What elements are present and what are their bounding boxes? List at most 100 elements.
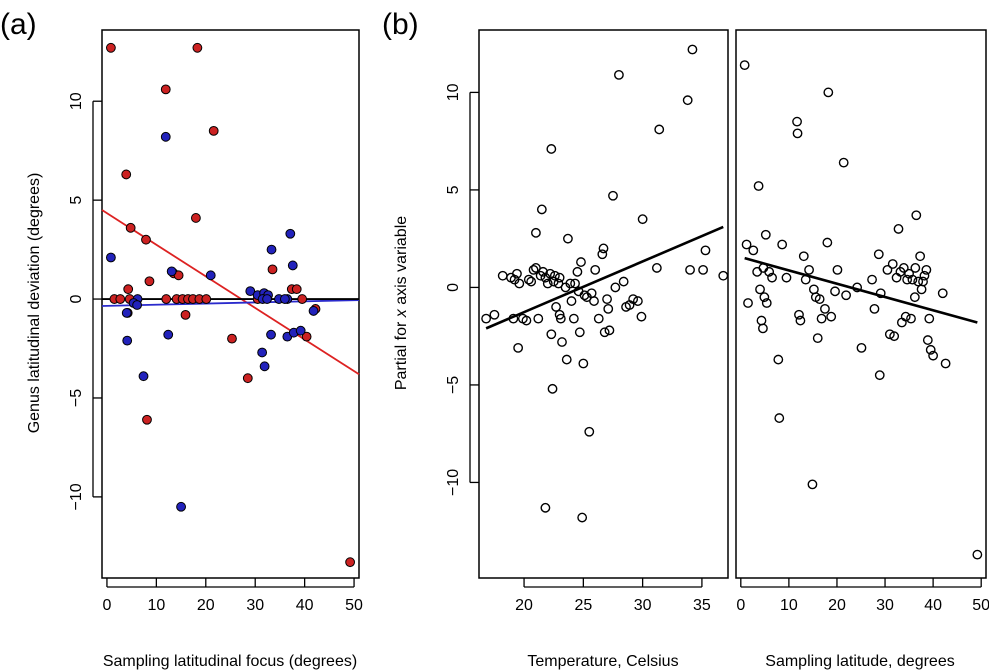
data-point-series-1-1 bbox=[105, 252, 116, 263]
x-tick-label: 20 bbox=[197, 597, 215, 614]
data-point-67 bbox=[918, 276, 928, 287]
data-point-75 bbox=[940, 358, 951, 369]
data-point-1 bbox=[741, 239, 752, 250]
data-point-40 bbox=[852, 282, 863, 293]
panel-b-temperature-x-axis-label: Temperature, Celsius bbox=[527, 653, 678, 670]
data-point-55 bbox=[599, 327, 610, 338]
data-point-21 bbox=[542, 278, 553, 289]
panel-a-x-axis-label: Sampling latitudinal focus (degrees) bbox=[103, 653, 357, 670]
panel-a-points bbox=[105, 42, 356, 568]
data-point-20 bbox=[792, 128, 803, 139]
data-point-12 bbox=[761, 298, 772, 308]
data-point-13 bbox=[528, 264, 539, 275]
data-point-26 bbox=[807, 479, 818, 490]
data-point-24 bbox=[546, 329, 557, 340]
data-point-61 bbox=[614, 69, 624, 80]
data-point-15 bbox=[531, 227, 541, 238]
y-tick-label: −10 bbox=[445, 469, 462, 496]
data-point-67 bbox=[636, 311, 647, 322]
data-point-52 bbox=[893, 224, 904, 234]
data-point-36 bbox=[563, 233, 573, 244]
data-point-42 bbox=[867, 274, 877, 285]
data-point-47 bbox=[882, 264, 893, 275]
data-point-22 bbox=[795, 315, 806, 326]
data-point-27 bbox=[549, 270, 560, 281]
panel-b-temperature-plot: 20 25 30 35 −10 −5 0 5 10 bbox=[445, 29, 729, 614]
data-point-series-1-30 bbox=[176, 501, 186, 512]
data-point-series-0-22 bbox=[180, 309, 191, 320]
data-point-69 bbox=[651, 263, 662, 273]
panel-a-frame bbox=[101, 29, 360, 579]
data-point-0 bbox=[739, 60, 750, 71]
data-point-18 bbox=[536, 204, 547, 215]
panel-a-regression-lines bbox=[101, 209, 360, 375]
regression-line-1 bbox=[101, 299, 360, 307]
panel-b-temperature-points bbox=[481, 44, 729, 523]
x-tick-label: 40 bbox=[924, 597, 942, 614]
data-point-series-1-4 bbox=[266, 244, 277, 255]
data-point-35 bbox=[826, 311, 837, 322]
panel-b-latitude-x-axis-label: Sampling latitude, degrees bbox=[765, 653, 954, 670]
panel-b-temperature-x-ticks: 20 25 30 35 bbox=[515, 578, 711, 614]
data-point-series-1-15 bbox=[279, 294, 290, 304]
x-tick-label: 30 bbox=[634, 597, 652, 614]
data-point-series-0-4 bbox=[121, 169, 132, 180]
data-point-48 bbox=[584, 426, 595, 437]
data-point-7 bbox=[756, 315, 767, 326]
data-point-69 bbox=[921, 264, 932, 275]
data-point-64 bbox=[913, 276, 924, 287]
panel-b-y-axis-label: Partial for x axis variable bbox=[393, 216, 410, 390]
y-tick-label: −5 bbox=[68, 389, 85, 407]
data-point-59 bbox=[608, 190, 618, 201]
x-tick-label: 50 bbox=[972, 597, 989, 614]
data-point-43 bbox=[574, 327, 585, 338]
panel-a-plot: 0 10 20 30 40 50 −10 −5 0 5 10 bbox=[68, 29, 363, 614]
data-point-22 bbox=[545, 268, 556, 279]
data-point-57 bbox=[603, 303, 614, 314]
x-tick-label: 20 bbox=[515, 597, 533, 614]
data-point-37 bbox=[565, 278, 576, 289]
data-point-series-0-0 bbox=[105, 42, 116, 53]
data-point-66 bbox=[632, 296, 643, 306]
data-point-74 bbox=[698, 264, 708, 275]
data-point-36 bbox=[830, 286, 840, 297]
panel-b-temperature-regression-line bbox=[485, 225, 724, 330]
data-point-75 bbox=[700, 245, 711, 256]
data-point-34 bbox=[823, 87, 834, 98]
data-point-65 bbox=[915, 251, 926, 262]
data-point-series-0-24 bbox=[142, 414, 152, 425]
x-tick-label: 30 bbox=[246, 597, 264, 614]
panel-b-left-frame bbox=[478, 29, 729, 579]
data-point-30 bbox=[554, 272, 565, 283]
data-point-49 bbox=[887, 259, 898, 269]
data-point-2 bbox=[743, 298, 753, 308]
data-point-7 bbox=[508, 313, 519, 324]
data-point-77 bbox=[540, 502, 551, 513]
data-point-series-1-5 bbox=[285, 228, 296, 239]
data-point-15 bbox=[773, 354, 784, 365]
data-point-series-0-26 bbox=[242, 373, 253, 384]
data-point-series-0-32 bbox=[301, 331, 312, 342]
data-point-16 bbox=[533, 313, 544, 324]
data-point-38 bbox=[838, 157, 849, 168]
panel-b-label: (b) bbox=[382, 8, 419, 41]
data-point-series-0-29 bbox=[291, 284, 302, 295]
regression-line-0 bbox=[101, 209, 360, 375]
x-tick-label: 0 bbox=[102, 597, 111, 614]
data-point-76 bbox=[718, 270, 729, 281]
data-point-68 bbox=[919, 270, 930, 281]
data-point-11 bbox=[523, 274, 534, 285]
panel-a-y-ticks: −10 −5 0 5 10 bbox=[68, 92, 102, 510]
data-point-55 bbox=[898, 263, 909, 273]
panel-b-latitude-points bbox=[739, 60, 983, 560]
data-point-73 bbox=[928, 350, 939, 361]
data-point-56 bbox=[602, 294, 612, 305]
data-point-27 bbox=[808, 284, 819, 295]
data-point-series-1-18 bbox=[121, 308, 132, 318]
data-point-72 bbox=[925, 344, 936, 355]
data-point-series-0-30 bbox=[297, 294, 308, 304]
data-point-52 bbox=[593, 313, 604, 324]
x-tick-label: 25 bbox=[574, 597, 592, 614]
panel-a-label: (a) bbox=[0, 8, 37, 41]
